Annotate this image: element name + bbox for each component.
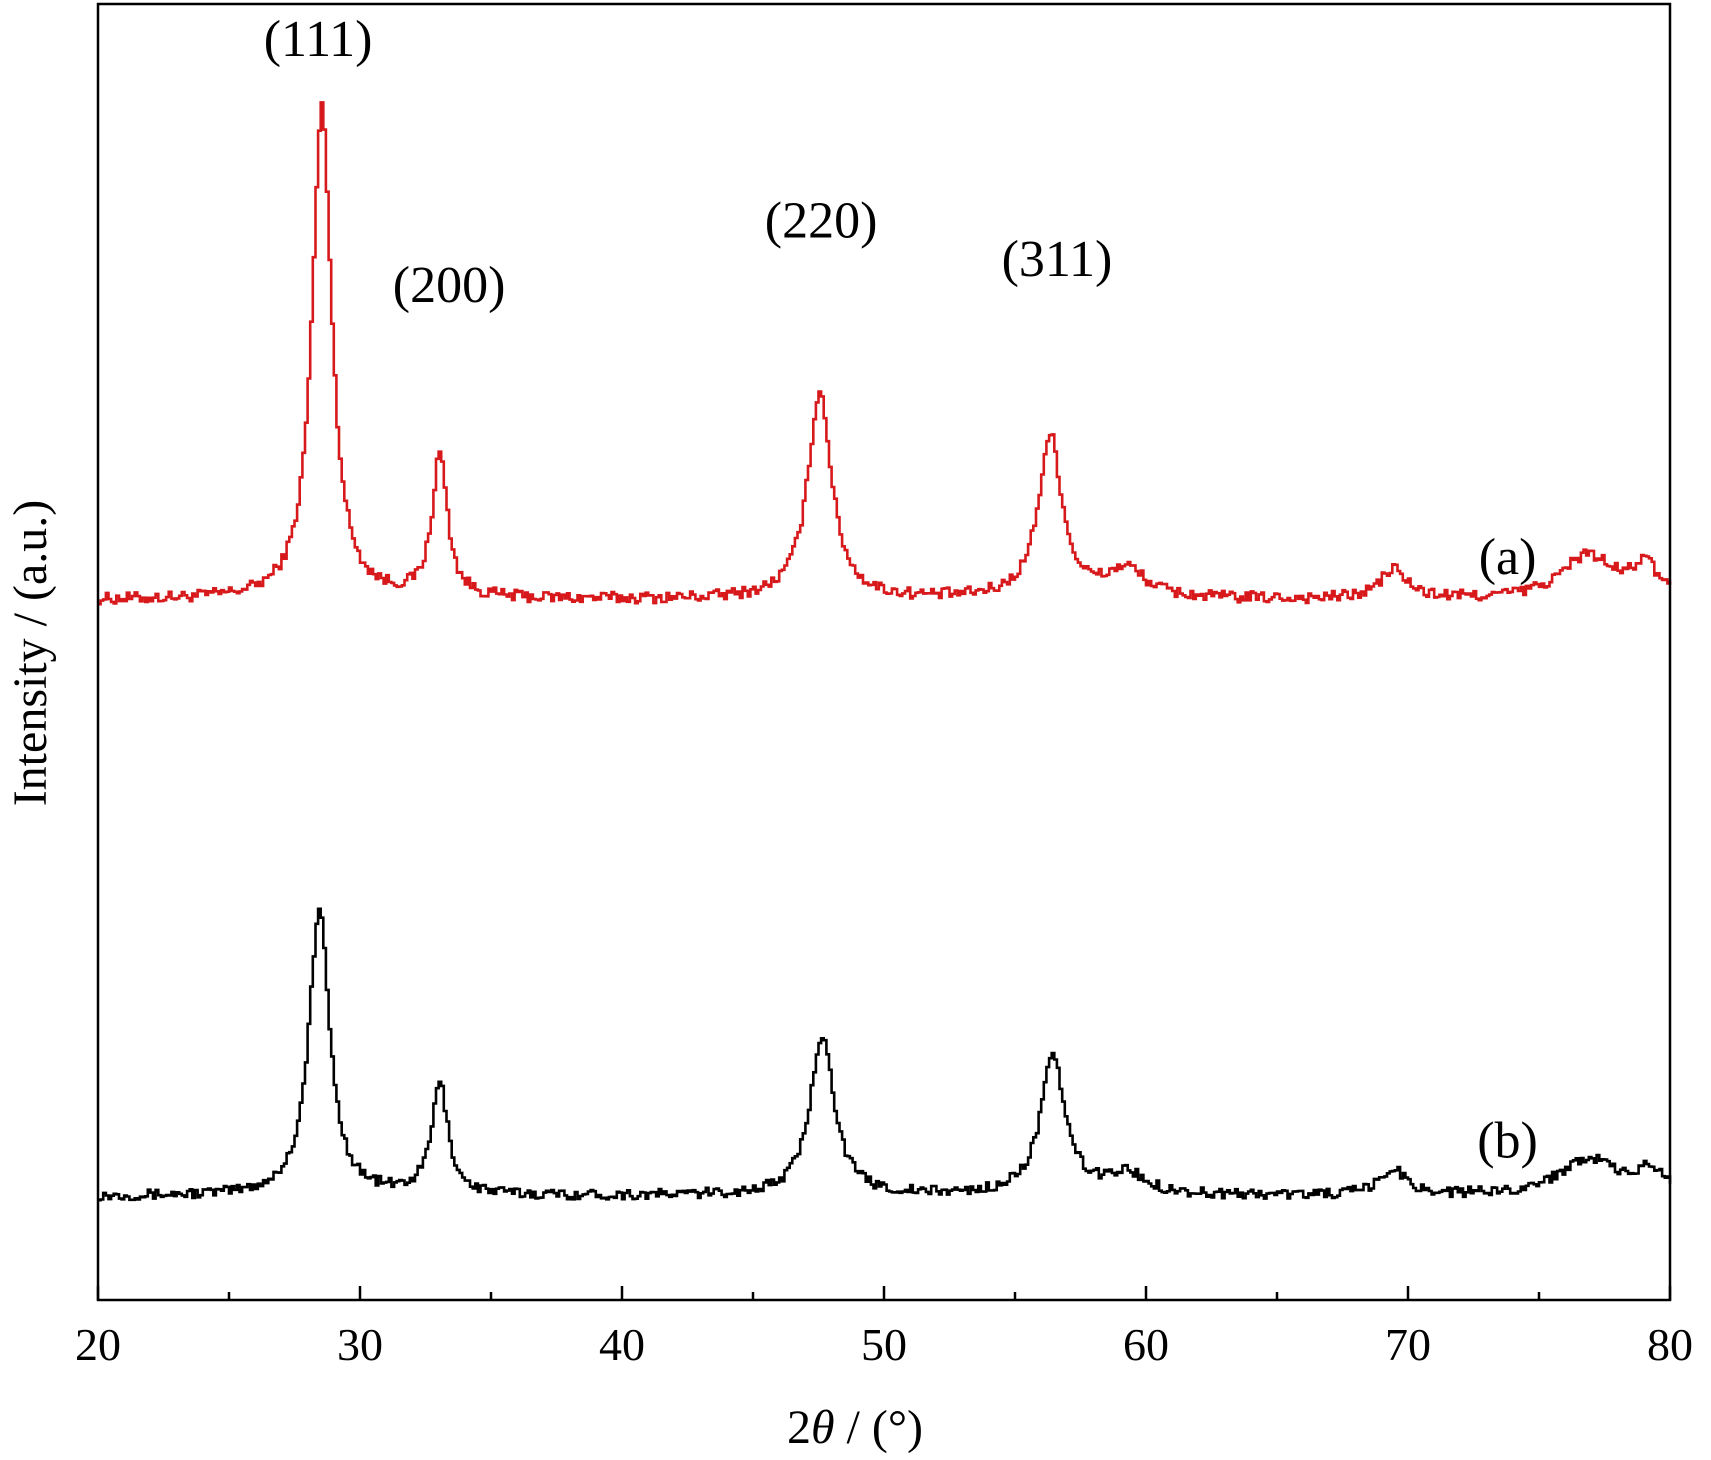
x-axis-label: 2θ / (°) — [787, 1401, 923, 1454]
plot-frame — [96, 2, 1672, 1302]
x-tick-label: 80 — [1647, 1319, 1693, 1370]
x-tick-labels: 20 30 40 50 60 70 80 — [75, 1319, 1693, 1370]
x-tick-label: 60 — [1123, 1319, 1169, 1370]
x-axis-ticks — [96, 1286, 1672, 1300]
x-tick-label: 50 — [861, 1319, 907, 1370]
peak-label: (220) — [765, 192, 878, 249]
peak-label: (200) — [393, 257, 506, 314]
x-tick-label: 70 — [1385, 1319, 1431, 1370]
series-line-a — [98, 101, 1672, 606]
peak-annotations: (111) (200) (220) (311) (a) (b) — [264, 11, 1538, 1170]
peak-label: (311) — [1002, 231, 1113, 288]
peak-label: (b) — [1477, 1112, 1538, 1169]
series-line-b — [98, 907, 1672, 1202]
peak-label: (a) — [1479, 529, 1537, 586]
x-tick-label: 20 — [75, 1319, 121, 1370]
peak-label: (111) — [264, 11, 373, 68]
x-tick-label: 30 — [337, 1319, 383, 1370]
y-axis-label: Intensity / (a.u.) — [4, 500, 57, 807]
x-tick-label: 40 — [599, 1319, 645, 1370]
series-layer — [98, 101, 1672, 1202]
